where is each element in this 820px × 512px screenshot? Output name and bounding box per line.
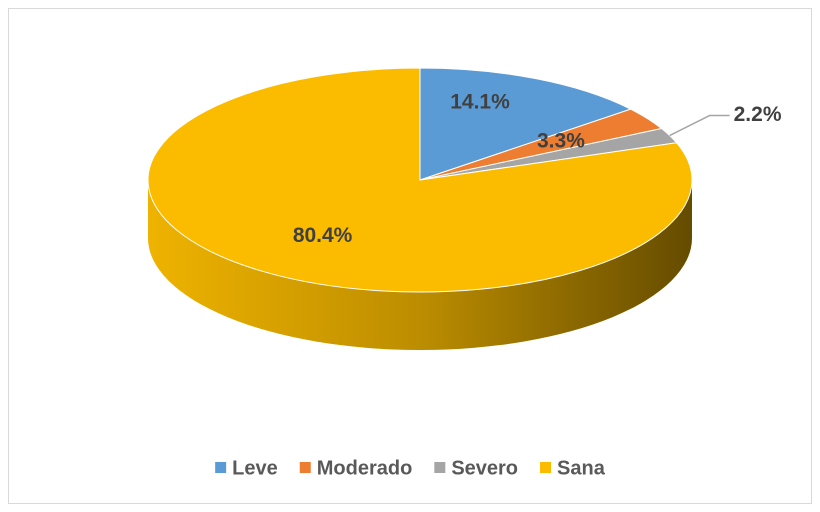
legend-swatch bbox=[215, 462, 227, 473]
slice-side-shade bbox=[148, 180, 692, 350]
legend-swatch bbox=[540, 462, 552, 473]
data-label: 3.3% bbox=[537, 129, 585, 152]
data-label: 2.2% bbox=[734, 103, 782, 126]
leader-line bbox=[669, 114, 730, 137]
legend-swatch bbox=[299, 462, 311, 473]
data-label: 14.1% bbox=[450, 91, 510, 114]
legend-label: Severo bbox=[451, 457, 518, 479]
slice bbox=[419, 67, 632, 181]
legend-label: Sana bbox=[557, 457, 606, 479]
legend: Leve Moderado Severo Sana bbox=[215, 457, 606, 479]
data-label: 80.4% bbox=[293, 224, 353, 247]
legend-label: Moderado bbox=[317, 457, 413, 479]
legend-swatch bbox=[434, 462, 446, 473]
slice bbox=[147, 67, 693, 293]
legend-label: Leve bbox=[232, 457, 278, 479]
